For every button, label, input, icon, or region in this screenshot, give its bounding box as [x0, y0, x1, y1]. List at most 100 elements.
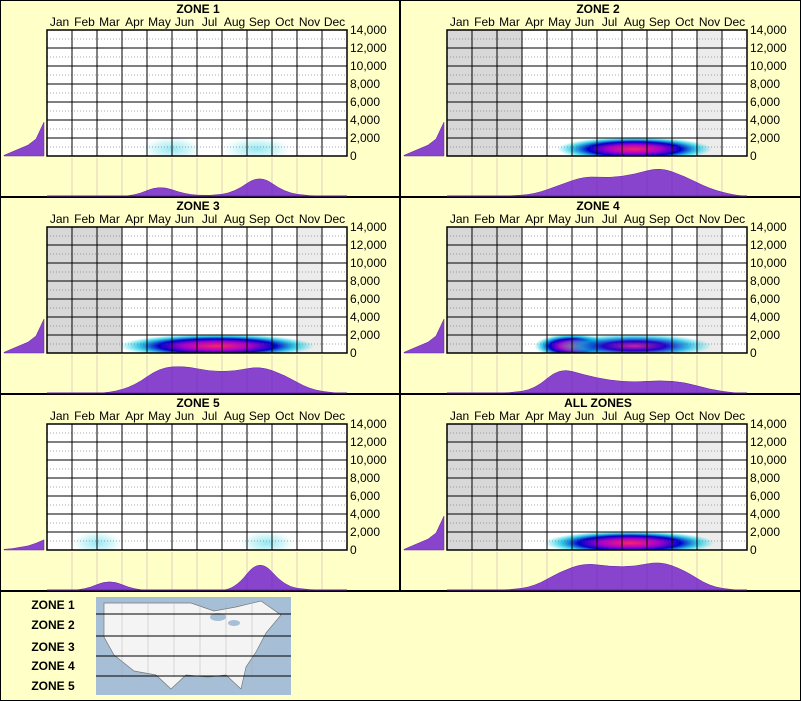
month-label: Jun: [575, 212, 594, 226]
legend-zone-label: ZONE 5: [31, 679, 75, 693]
month-label: Dec: [324, 409, 345, 423]
month-label: May: [148, 212, 171, 226]
legend-panel: [0, 591, 801, 701]
month-label: Apr: [525, 212, 544, 226]
y-tick-label: 10,000: [750, 453, 787, 467]
month-label: Jun: [575, 409, 594, 423]
y-tick-label: 14,000: [750, 417, 787, 431]
month-label: Oct: [675, 15, 694, 29]
zone-panel-6: ALL ZONES Jan Feb Mar Apr May Jun Jul Aug Sep Oct N…: [400, 394, 801, 591]
month-label: Aug: [224, 15, 245, 29]
month-label: Mar: [99, 212, 120, 226]
month-label: May: [148, 409, 171, 423]
month-label: Jan: [450, 409, 469, 423]
month-label: Oct: [675, 409, 694, 423]
elevation-profile: [403, 121, 445, 157]
y-tick-label: 0: [750, 346, 757, 360]
y-tick-label: 12,000: [350, 435, 387, 449]
y-tick-label: 0: [350, 543, 357, 557]
y-tick-label: 6,000: [750, 292, 780, 306]
y-tick-label: 8,000: [350, 77, 380, 91]
y-tick-label: 14,000: [350, 417, 387, 431]
y-tick-label: 2,000: [750, 328, 780, 342]
month-label: Oct: [275, 409, 294, 423]
month-label: Feb: [474, 212, 495, 226]
month-label: May: [548, 409, 571, 423]
zone-title: ZONE 4: [576, 199, 620, 213]
zone-panel-3: ZONE 3 Jan Feb Mar Apr May Jun Jul Aug Sep Oct Nov D…: [0, 197, 400, 394]
month-label: Sep: [649, 212, 671, 226]
y-tick-label: 6,000: [350, 95, 380, 109]
legend-zone-label: ZONE 4: [31, 659, 75, 673]
y-tick-label: 10,000: [350, 59, 387, 73]
zone-title: ALL ZONES: [564, 396, 632, 410]
y-tick-label: 2,000: [350, 525, 380, 539]
y-tick-label: 10,000: [750, 256, 787, 270]
month-label: Jul: [602, 409, 617, 423]
month-label: Jun: [175, 409, 194, 423]
month-label: Oct: [275, 212, 294, 226]
y-tick-label: 4,000: [750, 310, 780, 324]
month-label: Nov: [299, 409, 320, 423]
y-tick-label: 8,000: [750, 471, 780, 485]
y-tick-label: 4,000: [350, 310, 380, 324]
y-tick-label: 14,000: [750, 220, 787, 234]
month-label: Nov: [699, 409, 720, 423]
month-label: Mar: [499, 409, 520, 423]
heat-blob: [239, 531, 295, 550]
month-label: Jun: [575, 15, 594, 29]
elevation-profile: [3, 539, 45, 551]
heat-blob: [557, 334, 712, 353]
y-tick-label: 12,000: [350, 238, 387, 252]
y-tick-label: 12,000: [750, 238, 787, 252]
month-label: May: [148, 15, 171, 29]
month-label: Oct: [675, 212, 694, 226]
month-label: Aug: [624, 212, 645, 226]
month-label: Mar: [99, 15, 120, 29]
zone-panel-1: ZONE 1 Jan Feb Mar Apr May Jun Jul Aug Sep Oct Nov D…: [0, 0, 400, 197]
y-tick-label: 12,000: [750, 435, 787, 449]
y-tick-label: 6,000: [750, 95, 780, 109]
heat-blob: [222, 137, 292, 156]
y-tick-label: 6,000: [750, 489, 780, 503]
y-tick-label: 12,000: [750, 41, 787, 55]
y-tick-label: 0: [350, 149, 357, 163]
month-label: Jan: [450, 212, 469, 226]
month-label: May: [548, 15, 571, 29]
month-label: Sep: [249, 409, 271, 423]
month-label: Apr: [125, 409, 144, 423]
month-label: Jan: [450, 15, 469, 29]
month-label: Nov: [299, 15, 320, 29]
y-tick-label: 4,000: [350, 507, 380, 521]
month-label: Aug: [624, 15, 645, 29]
month-label: Feb: [74, 212, 95, 226]
zone-title: ZONE 2: [576, 2, 620, 16]
month-label: Sep: [249, 212, 271, 226]
month-label: Oct: [275, 15, 294, 29]
month-label: Feb: [74, 15, 95, 29]
elevation-profile: [3, 121, 45, 157]
month-label: May: [548, 212, 571, 226]
zone-panel-4: ZONE 4 Jan Feb Mar Apr May Jun Jul Aug Sep Oct Nov D…: [400, 197, 801, 394]
month-label: Apr: [125, 15, 144, 29]
y-tick-label: 2,000: [350, 131, 380, 145]
month-label: Mar: [99, 409, 120, 423]
month-label: Sep: [649, 15, 671, 29]
y-tick-label: 6,000: [350, 292, 380, 306]
zone-title: ZONE 3: [176, 199, 220, 213]
zone-panel-2: ZONE 2 Jan Feb Mar Apr May Jun Jul Aug Sep Oct Nov D…: [400, 0, 801, 197]
month-label: Jul: [202, 15, 217, 29]
month-label: Dec: [724, 212, 745, 226]
month-label: Jan: [50, 15, 69, 29]
y-tick-label: 0: [750, 149, 757, 163]
y-tick-label: 14,000: [750, 23, 787, 37]
month-label: Nov: [299, 212, 320, 226]
y-tick-label: 8,000: [750, 274, 780, 288]
month-label: Apr: [525, 409, 544, 423]
y-tick-label: 14,000: [350, 220, 387, 234]
zone-panel-5: ZONE 5 Jan Feb Mar Apr May Jun Jul Aug Sep Oct Nov D…: [0, 394, 400, 591]
month-label: Jan: [50, 409, 69, 423]
legend-zone-label: ZONE 1: [31, 598, 75, 612]
